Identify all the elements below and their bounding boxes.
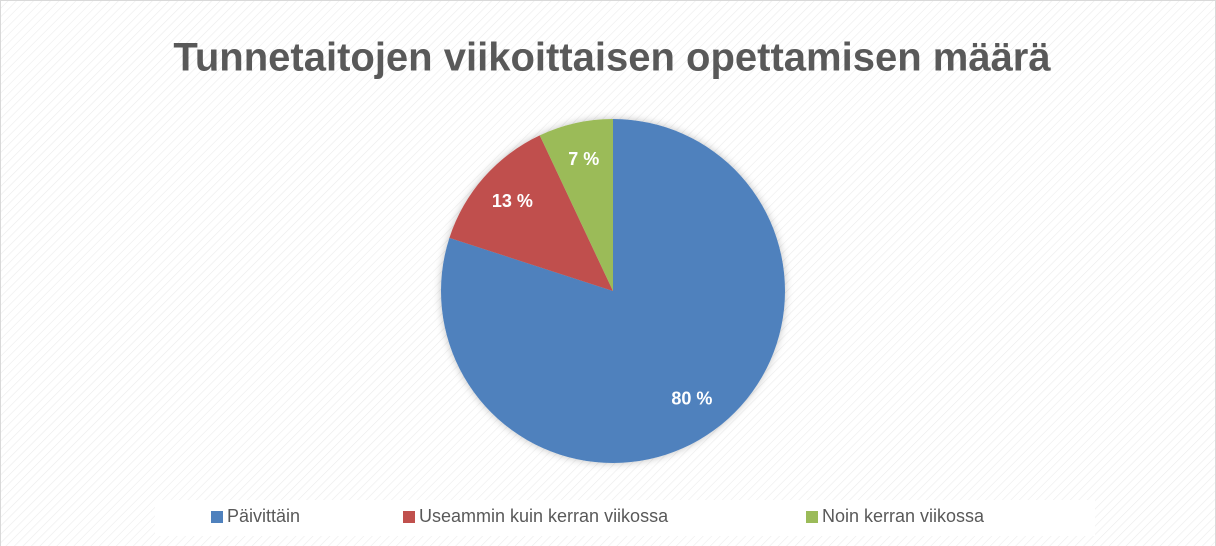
legend-swatch xyxy=(211,511,223,523)
legend-swatch xyxy=(403,511,415,523)
chart-title: Tunnetaitojen viikoittaisen opettamisen … xyxy=(173,36,1051,80)
legend-label: Päivittäin xyxy=(227,506,300,526)
pie xyxy=(441,119,786,463)
data-label: 7 % xyxy=(568,149,599,169)
legend-label: Noin kerran viikossa xyxy=(822,506,985,526)
pie-slice xyxy=(539,119,613,291)
legend-background xyxy=(155,500,1095,536)
data-label: 13 % xyxy=(492,191,533,211)
pie-slice xyxy=(449,135,613,291)
legend-label: Useammin kuin kerran viikossa xyxy=(419,506,669,526)
legend-swatch xyxy=(806,511,818,523)
data-label: 80 % xyxy=(671,388,712,408)
